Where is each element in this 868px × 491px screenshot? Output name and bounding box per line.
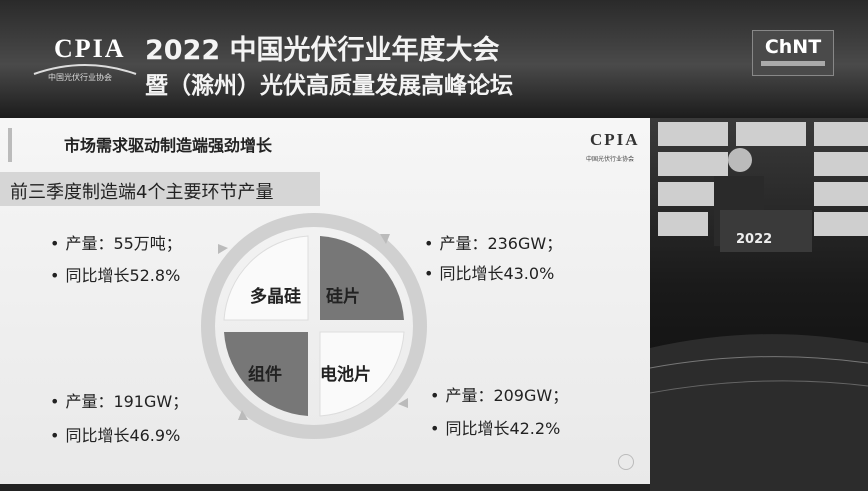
- sponsor-bar: [761, 61, 825, 66]
- slide-subtitle: 前三季度制造端4个主要环节产量: [10, 178, 320, 204]
- sponsor-logo-box: ChNT: [752, 30, 834, 76]
- event-subtitle: 暨（滁州）光伏高质量发展高峰论坛: [145, 66, 513, 100]
- bullet: •产量：209GW；: [430, 382, 568, 406]
- cycle-diagram: [196, 208, 432, 444]
- growth-text: 同比增长43.0%: [439, 264, 554, 283]
- speaker-video: 2022: [650, 118, 868, 491]
- slide-logo-subtitle: 中国光伏行业协会: [586, 154, 634, 163]
- page-indicator: [618, 454, 634, 470]
- bullet: •同比增长46.9%: [50, 422, 180, 446]
- bullet: •同比增长42.2%: [430, 415, 560, 439]
- growth-text: 同比增长52.8%: [65, 266, 180, 285]
- output-text: 产量：55万吨；: [65, 234, 181, 253]
- segment-label: 电池片: [320, 360, 371, 385]
- subtitle-band: 前三季度制造端4个主要环节产量: [0, 172, 320, 206]
- event-title: 2022 中国光伏行业年度大会: [145, 28, 500, 67]
- logo-subtitle: 中国光伏行业协会: [48, 72, 112, 83]
- growth-text: 同比增长42.2%: [445, 419, 560, 438]
- stage-scene: [650, 118, 868, 491]
- header-band: CPIA 中国光伏行业协会 2022 中国光伏行业年度大会 暨（滁州）光伏高质量…: [0, 0, 868, 118]
- title-accent: [8, 128, 12, 162]
- growth-text: 同比增长46.9%: [65, 426, 180, 445]
- slide-footer: [0, 484, 650, 491]
- output-text: 产量：209GW；: [445, 386, 568, 405]
- slide-logo: CPIA: [590, 130, 640, 150]
- output-text: 产量：191GW；: [65, 392, 188, 411]
- bullet: •产量：236GW；: [424, 230, 562, 254]
- bullet: •同比增长43.0%: [424, 260, 554, 284]
- slide: 市场需求驱动制造端强劲增长 CPIA 中国光伏行业协会 前三季度制造端4个主要环…: [0, 118, 650, 484]
- speaker-head: [728, 148, 752, 172]
- podium-text: 2022: [736, 232, 772, 247]
- bullet: •产量：191GW；: [50, 388, 188, 412]
- arrow: [218, 244, 228, 254]
- segment-label: 多晶硅: [250, 282, 301, 307]
- bullet: •同比增长52.8%: [50, 262, 180, 286]
- light-field: [650, 334, 868, 491]
- page: {"header": {"logo": "CPIA", "logo_sub": …: [0, 0, 868, 491]
- output-text: 产量：236GW；: [439, 234, 562, 253]
- cycle-ring: [208, 220, 420, 432]
- sponsor-logo: ChNT: [753, 36, 833, 58]
- bullet: •产量：55万吨；: [50, 230, 182, 254]
- segment-label: 硅片: [326, 282, 360, 307]
- segment-label: 组件: [248, 360, 282, 385]
- slide-title: 市场需求驱动制造端强劲增长: [64, 132, 272, 156]
